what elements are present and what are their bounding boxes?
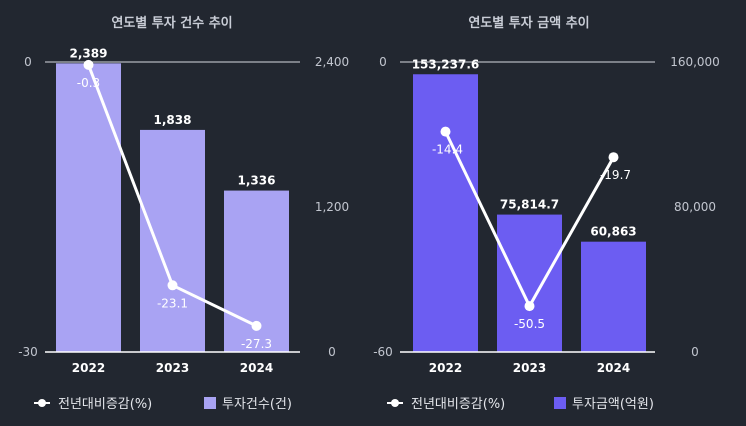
amount-line-value-label: -50.5 bbox=[514, 317, 545, 331]
amount-right-tick-label: 0 bbox=[691, 345, 699, 359]
count-line-value-label: -27.3 bbox=[241, 337, 272, 351]
amount-chart: 연도별 투자 금액 추이 160,000 80,000 0 0 -60 2022 2023 20… bbox=[373, 15, 720, 412]
count-legend-bar-label: 투자건수(건) bbox=[222, 397, 292, 412]
amount-left-tick-label: 0 bbox=[379, 55, 387, 69]
amount-legend-bar-label: 투자금액(억원) bbox=[572, 397, 654, 412]
count-bar-value-label: 1,838 bbox=[154, 113, 192, 127]
amount-line-point bbox=[524, 301, 535, 312]
count-x-label: 2023 bbox=[156, 361, 189, 375]
amount-line-point bbox=[440, 126, 451, 137]
count-right-tick-label: 1,200 bbox=[315, 200, 349, 214]
count-bar bbox=[140, 129, 205, 352]
amount-x-label: 2022 bbox=[429, 361, 462, 375]
count-left-tick-label: -30 bbox=[18, 345, 38, 359]
count-line-value-label: -0.3 bbox=[77, 76, 100, 90]
amount-bar bbox=[413, 74, 478, 353]
amount-x-label: 2024 bbox=[597, 361, 630, 375]
amount-line-value-label: -14.4 bbox=[432, 143, 463, 157]
count-x-label: 2024 bbox=[240, 361, 273, 375]
amount-line-point bbox=[608, 152, 619, 163]
amount-right-tick-label: 160,000 bbox=[670, 55, 720, 69]
amount-chart-title: 연도별 투자 금액 추이 bbox=[468, 15, 589, 31]
amount-bar bbox=[581, 241, 646, 352]
amount-legend-bar-swatch bbox=[554, 397, 566, 409]
amount-legend-line-dot bbox=[391, 399, 399, 407]
count-right-tick-label: 2,400 bbox=[315, 55, 349, 69]
count-left-tick-label: 0 bbox=[24, 55, 32, 69]
amount-bar-value-label: 60,863 bbox=[590, 225, 636, 239]
count-legend-line-label: 전년대비증감(%) bbox=[58, 397, 152, 412]
count-legend-line-dot bbox=[38, 399, 46, 407]
count-x-label: 2022 bbox=[72, 361, 105, 375]
amount-bar-value-label: 75,814.7 bbox=[500, 198, 559, 212]
count-line-point bbox=[167, 280, 178, 291]
count-line-point bbox=[83, 59, 94, 70]
count-chart-title: 연도별 투자 건수 추이 bbox=[111, 15, 232, 31]
count-bar-value-label: 2,389 bbox=[70, 46, 108, 60]
count-right-tick-label: 0 bbox=[328, 345, 336, 359]
count-bar bbox=[56, 63, 121, 353]
count-line-value-label: -23.1 bbox=[157, 296, 188, 310]
amount-bar-value-label: 153,237.6 bbox=[412, 57, 480, 71]
count-chart: 연도별 투자 건수 추이 2,400 1,200 0 0 -30 2022 2023 2024 2… bbox=[18, 15, 349, 412]
amount-line-value-label: -19.7 bbox=[600, 168, 631, 182]
amount-legend-line-label: 전년대비증감(%) bbox=[411, 397, 505, 412]
amount-bar bbox=[497, 214, 562, 352]
amount-x-label: 2023 bbox=[513, 361, 546, 375]
amount-right-tick-label: 80,000 bbox=[674, 200, 716, 214]
count-line-point bbox=[251, 320, 262, 331]
count-legend-bar-swatch bbox=[204, 397, 216, 409]
amount-left-tick-label: -60 bbox=[373, 345, 393, 359]
count-bar-value-label: 1,336 bbox=[238, 174, 276, 188]
